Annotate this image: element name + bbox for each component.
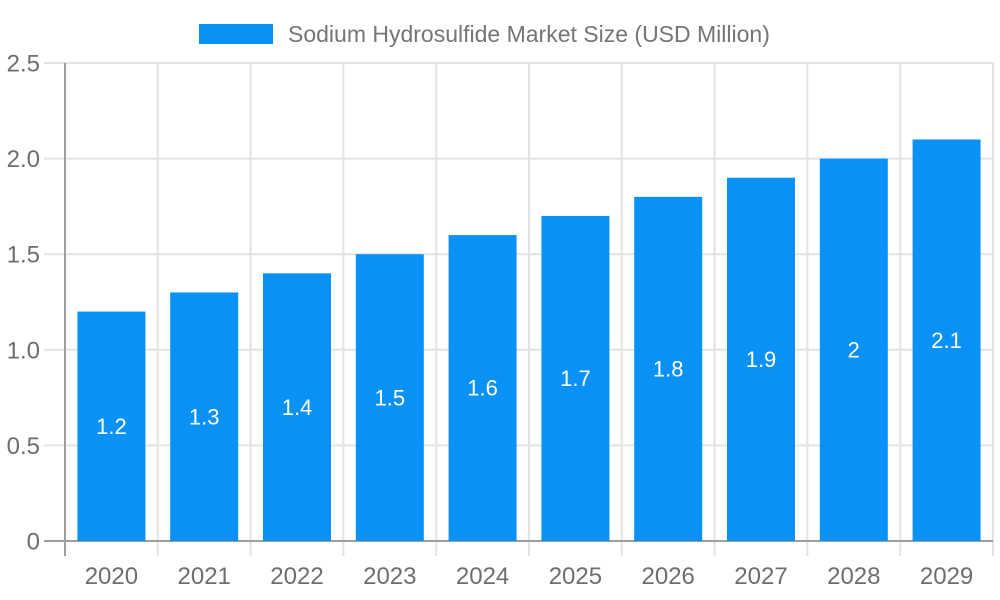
x-axis-tick-label: 2029 (920, 563, 973, 590)
bar-value-label: 1.6 (467, 376, 498, 401)
bar-value-label: 1.9 (746, 347, 777, 372)
x-axis-tick-label: 2026 (642, 563, 695, 590)
x-axis-tick-label: 2023 (363, 563, 416, 590)
x-axis-tick-label: 2020 (85, 563, 138, 590)
bar-value-label: 2 (848, 338, 860, 363)
y-axis-tick-label: 0.5 (7, 433, 40, 460)
bar-2027[interactable] (727, 177, 795, 541)
bar-value-label: 1.5 (375, 385, 406, 410)
x-axis-tick-label: 2028 (827, 563, 880, 590)
bar-2028[interactable] (819, 158, 888, 541)
y-axis-tick-label: 2.5 (7, 51, 40, 78)
bar-2020[interactable] (77, 311, 146, 541)
y-axis-tick-label: 1.0 (7, 337, 40, 364)
x-axis-tick-label: 2022 (270, 563, 323, 590)
bar-2022[interactable] (263, 273, 331, 541)
x-axis-tick-label: 2021 (178, 563, 231, 590)
x-axis-tick-label: 2027 (734, 563, 787, 590)
legend-swatch (199, 24, 273, 44)
bar-2029[interactable] (912, 139, 981, 542)
y-axis-tick-label: 1.5 (7, 242, 40, 269)
x-axis-tick-label: 2025 (549, 563, 602, 590)
legend-label: Sodium Hydrosulfide Market Size (USD Mil… (288, 20, 770, 47)
bar-value-label: 1.3 (189, 404, 220, 429)
bar-value-label: 2.1 (931, 328, 962, 353)
bar-value-label: 1.7 (560, 366, 591, 391)
y-axis-tick-label: 2.0 (7, 146, 40, 173)
bar-2023[interactable] (355, 254, 424, 541)
bar-2025[interactable] (541, 215, 610, 541)
bar-value-label: 1.8 (653, 357, 684, 382)
bar-2021[interactable] (170, 292, 239, 541)
y-axis-tick-label: 0 (27, 529, 40, 556)
bar-value-label: 1.4 (282, 395, 313, 420)
bar-2024[interactable] (448, 235, 517, 541)
bar-value-label: 1.2 (96, 414, 127, 439)
bar-2026[interactable] (634, 196, 703, 541)
x-axis-tick-label: 2024 (456, 563, 509, 590)
legend-item[interactable]: Sodium Hydrosulfide Market Size (USD Mil… (199, 20, 770, 47)
